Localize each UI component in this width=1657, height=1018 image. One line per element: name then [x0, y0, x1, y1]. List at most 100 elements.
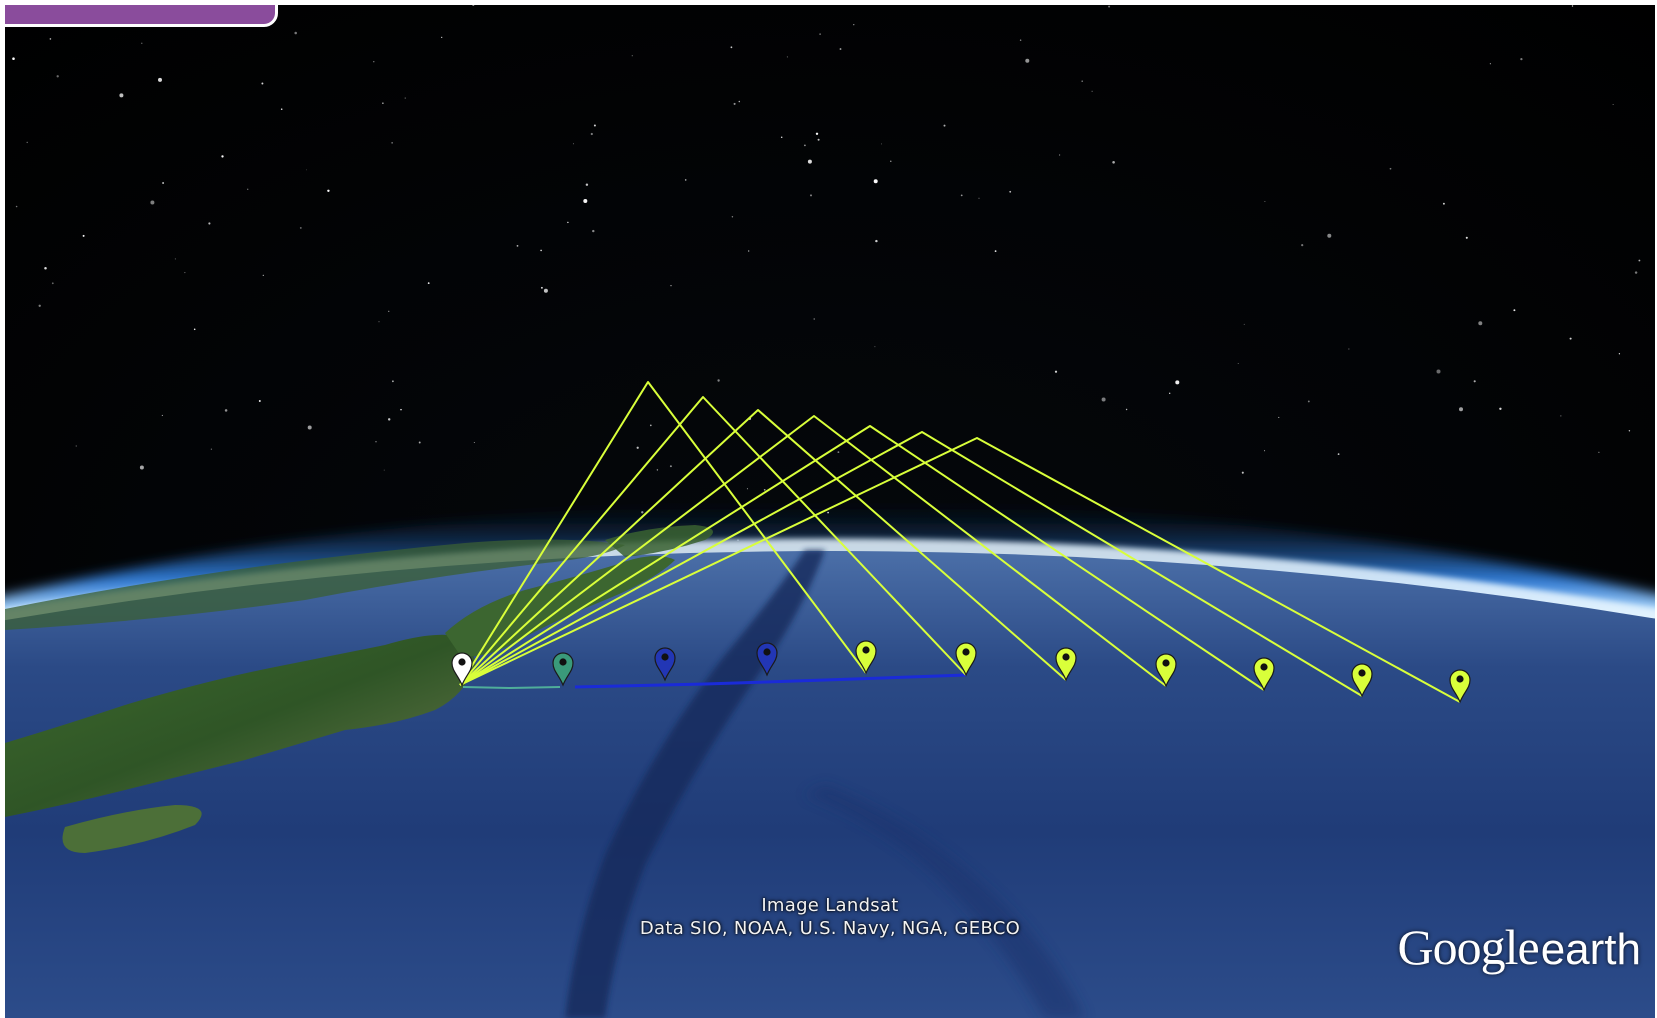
google-earth-logo: Googleearth [1398, 918, 1642, 976]
star [1019, 39, 1022, 41]
star [1327, 233, 1332, 238]
star [82, 234, 85, 237]
star [1618, 353, 1621, 355]
star [809, 194, 813, 197]
star [669, 465, 672, 468]
star [51, 282, 54, 285]
globe-viewport[interactable]: Image Landsat Data SIO, NOAA, U.S. Navy,… [5, 5, 1655, 1018]
star [817, 138, 820, 141]
placemark-target[interactable] [1253, 657, 1275, 692]
star [1243, 323, 1245, 325]
attribution: Image Landsat Data SIO, NOAA, U.S. Navy,… [5, 894, 1655, 940]
placemark-blue-1[interactable] [654, 647, 676, 682]
earth-scene[interactable] [5, 5, 1655, 1018]
star [75, 445, 77, 447]
trajectory-arc [459, 415, 1167, 687]
star [1628, 430, 1631, 432]
placemark-layer[interactable] [451, 640, 1471, 704]
star [392, 380, 394, 383]
placemark-target[interactable] [1055, 647, 1077, 682]
star [1442, 202, 1445, 205]
placemark-blue-2[interactable] [756, 642, 778, 677]
star [1473, 380, 1476, 383]
mainland-asia [5, 539, 625, 630]
star [391, 142, 393, 144]
star [119, 93, 124, 98]
star [375, 441, 377, 443]
star [1264, 450, 1266, 452]
star [1389, 167, 1392, 170]
star [881, 143, 882, 145]
star [56, 75, 59, 78]
star [1264, 200, 1266, 203]
placemark-dot-icon [1162, 659, 1170, 667]
star [184, 272, 186, 274]
placemark-target[interactable] [1155, 653, 1177, 688]
surface-track-teal [462, 686, 561, 689]
star [400, 408, 402, 411]
placemark-pin-icon [1253, 657, 1275, 692]
star [473, 442, 475, 443]
star [1638, 259, 1641, 262]
placemark-target[interactable] [1351, 663, 1373, 698]
placemark-dot-icon [1358, 669, 1366, 677]
star [221, 155, 224, 158]
ocean-trench [565, 550, 825, 1018]
placemark-teal[interactable] [552, 652, 574, 687]
star [1436, 369, 1441, 374]
star [592, 229, 595, 233]
placemark-dot-icon [763, 648, 771, 656]
star [162, 182, 165, 184]
star [1125, 408, 1128, 411]
star [1307, 400, 1310, 403]
star [150, 200, 155, 205]
placemark-pin-icon [451, 652, 473, 687]
star [839, 48, 842, 50]
placemark-pin-icon [855, 640, 877, 675]
trajectory-arc [459, 425, 1265, 691]
star [684, 179, 687, 181]
star [1301, 244, 1304, 247]
star [1059, 154, 1061, 156]
star [585, 183, 589, 186]
star [1513, 309, 1516, 312]
star [738, 100, 741, 103]
star [258, 400, 261, 402]
placemark-dot-icon [1260, 663, 1268, 671]
star [540, 286, 543, 289]
star [813, 318, 815, 320]
placemark-dot-icon [862, 646, 870, 654]
placemark-target[interactable] [955, 642, 977, 677]
star [1459, 407, 1463, 412]
star [387, 418, 391, 421]
star [1091, 90, 1093, 92]
placemark-target[interactable] [1449, 669, 1471, 704]
trajectory-arc [459, 396, 967, 686]
star [161, 414, 163, 416]
star [158, 77, 162, 82]
star [873, 179, 878, 184]
logo-brand: Google [1397, 919, 1540, 975]
star [141, 42, 143, 44]
placemark-pin-icon [955, 642, 977, 677]
placemark-dot-icon [962, 648, 970, 656]
star [717, 379, 720, 382]
star [49, 38, 52, 40]
star [656, 469, 659, 471]
star [472, 5, 475, 7]
placemark-pin-icon [1449, 669, 1471, 704]
star [418, 441, 421, 444]
star [731, 216, 734, 218]
star [1237, 363, 1239, 365]
placemark-target[interactable] [855, 640, 877, 675]
atmosphere-glow [5, 502, 1655, 638]
star [15, 205, 18, 208]
star [670, 285, 672, 287]
placemark-dot-icon [458, 658, 466, 666]
star [38, 304, 41, 307]
star [1337, 453, 1340, 455]
star [804, 144, 806, 147]
star [299, 226, 302, 229]
star [994, 250, 997, 252]
placemark-origin[interactable] [451, 652, 473, 687]
